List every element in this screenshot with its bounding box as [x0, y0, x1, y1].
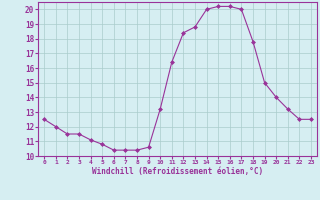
X-axis label: Windchill (Refroidissement éolien,°C): Windchill (Refroidissement éolien,°C): [92, 167, 263, 176]
